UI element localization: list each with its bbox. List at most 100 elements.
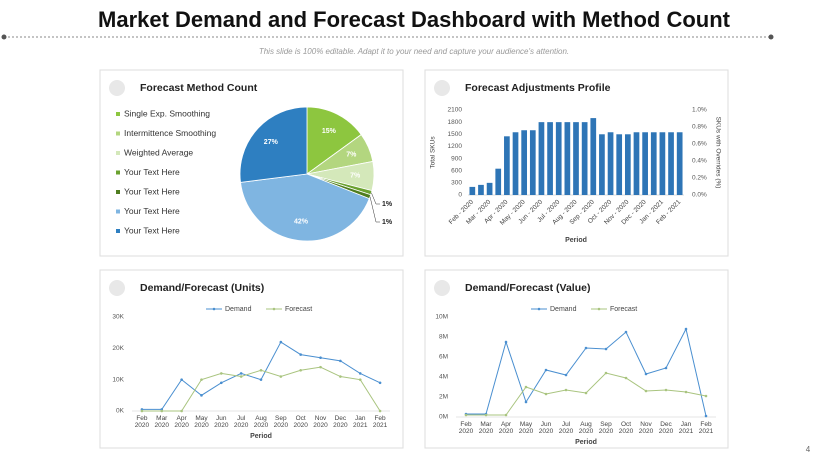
data-label: 42%	[294, 219, 309, 226]
icon	[109, 80, 125, 96]
leader-line	[369, 196, 380, 223]
y-tick-label: 0.0%	[692, 192, 707, 199]
x-axis-title: Period	[250, 433, 272, 440]
legend-swatch	[116, 190, 120, 194]
bar	[616, 134, 623, 195]
bar	[633, 132, 640, 195]
x-tick-label: Jun 2020	[214, 415, 229, 429]
data-label: 7%	[350, 172, 361, 179]
bar	[581, 122, 588, 195]
x-tick-label: Apr 2020	[174, 415, 189, 429]
point	[584, 346, 588, 350]
y-tick-label: 0.6%	[692, 141, 707, 148]
y-tick-label: 0.4%	[692, 158, 707, 165]
pie-slice	[239, 106, 308, 183]
point	[504, 340, 508, 344]
x-tick-label: Feb 2021	[372, 415, 388, 429]
point	[704, 394, 708, 398]
point	[299, 368, 302, 372]
legend-label: Your Text Here	[124, 186, 180, 196]
legend-label: Weighted Average	[124, 147, 193, 157]
panel-title: Forecast Method Count	[140, 82, 258, 94]
bar	[504, 136, 510, 195]
y-tick-label: 600	[451, 167, 462, 174]
x-tick-label: Oct 2020	[618, 421, 634, 435]
divider-dot	[768, 34, 774, 40]
y-tick-label: 10M	[435, 314, 448, 321]
y-tick-label: 30K	[112, 314, 124, 321]
point	[664, 366, 668, 370]
point	[358, 372, 362, 375]
y-axis-title: Total SKUs	[430, 136, 437, 169]
legend-label: Demand	[550, 306, 577, 313]
y-tick-label: 0M	[439, 414, 448, 421]
y-tick-label: 0K	[116, 408, 125, 415]
point	[140, 409, 144, 413]
y-tick-label: 10K	[112, 376, 124, 383]
point	[319, 365, 322, 369]
legend-swatch	[116, 151, 120, 155]
x-tick-label: Aug 2020	[578, 421, 594, 435]
x-tick-label: Jan 2021	[352, 415, 368, 429]
point	[504, 413, 508, 417]
point	[584, 391, 588, 395]
bar	[547, 122, 553, 195]
x-tick-label: Feb 2020	[458, 421, 474, 435]
bar	[668, 132, 674, 195]
legend-swatch	[116, 209, 120, 214]
point	[644, 372, 648, 376]
y-tick-label: 1500	[448, 131, 463, 138]
y-tick-label: 0.2%	[692, 175, 707, 182]
point	[239, 375, 243, 378]
point	[200, 378, 203, 381]
data-label: 15%	[322, 128, 337, 135]
point	[220, 381, 223, 385]
point	[464, 413, 468, 417]
x-tick-label: Dec 2020	[333, 415, 348, 429]
point	[564, 388, 568, 392]
x-tick-label: Nov 2020	[313, 415, 328, 429]
x-tick-label: Aug 2020	[253, 415, 269, 429]
icon	[109, 280, 125, 296]
legend-swatch	[116, 112, 120, 116]
legend-marker	[597, 307, 601, 311]
point	[160, 409, 164, 413]
x-axis-title: Period	[565, 237, 587, 244]
point	[279, 375, 283, 378]
legend-marker	[272, 307, 276, 311]
divider-dot	[1, 34, 7, 40]
bar	[564, 122, 571, 195]
bar	[478, 184, 484, 195]
legend-swatch	[116, 170, 120, 175]
point	[544, 392, 548, 396]
legend-swatch	[116, 131, 120, 136]
pie-slice	[306, 106, 362, 175]
legend-label: Forecast	[285, 306, 312, 313]
y-tick-label: 1.0%	[692, 107, 707, 114]
point	[544, 368, 548, 372]
point	[299, 353, 302, 356]
legend-label: Your Text Here	[124, 225, 180, 235]
x-axis-title: Period	[575, 439, 597, 446]
y-tick-label: 8M	[439, 334, 448, 341]
point	[684, 327, 688, 331]
icon	[434, 280, 450, 296]
point	[664, 388, 668, 392]
x-tick-label: Jul 2020	[558, 421, 574, 435]
legend-swatch	[116, 229, 120, 233]
point	[339, 359, 342, 363]
y2-axis-title: SKUs with Overrides (%)	[714, 117, 721, 189]
bar	[599, 134, 605, 195]
data-label: 1%	[382, 201, 393, 208]
y-tick-label: 0.8%	[692, 124, 707, 131]
point	[200, 394, 203, 397]
point	[604, 347, 608, 351]
point	[339, 375, 342, 378]
legend-marker	[212, 307, 216, 311]
point	[358, 378, 362, 381]
point	[524, 400, 528, 404]
point	[378, 381, 382, 385]
bar	[676, 132, 683, 195]
point	[378, 409, 382, 413]
